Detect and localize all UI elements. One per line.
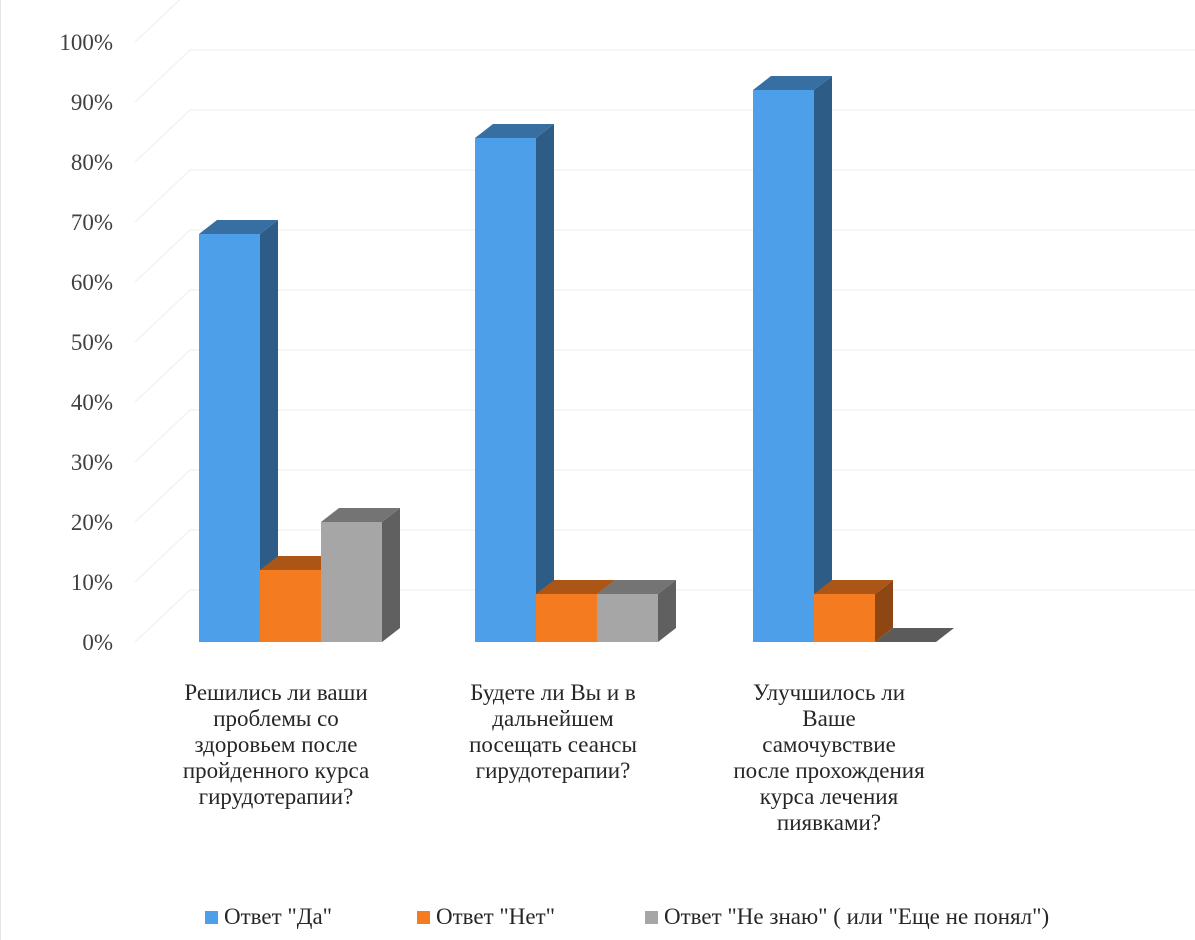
bar-front (475, 138, 536, 642)
bar-front (260, 570, 321, 642)
gridline-diagonal (134, 229, 191, 283)
bar-side (658, 580, 676, 642)
category-label-line: Будете ли Вы и в (470, 680, 636, 705)
bar-side (260, 220, 278, 642)
gridline-diagonal (134, 0, 181, 43)
y-tick-label: 100% (59, 30, 113, 55)
bar-top (536, 580, 615, 594)
bar-top (321, 508, 400, 522)
legend-swatch-no (417, 910, 430, 924)
y-tick-label: 10% (71, 570, 113, 595)
category-label-line: дальнейшем (492, 706, 614, 731)
y-tick-label: 80% (71, 150, 113, 175)
category-label-line: курса лечения (759, 784, 899, 809)
bar-front (199, 234, 260, 642)
gridline-diagonal (134, 409, 191, 463)
gridline-diagonal (134, 109, 191, 163)
category-label-line: Ваше (802, 706, 856, 731)
legend-label-dont-know: Ответ "Не знаю" ( или "Еще не понял") (664, 904, 1050, 929)
category-label-line: пиявками? (776, 810, 882, 835)
bar-front (536, 594, 597, 642)
y-tick-label: 50% (71, 330, 113, 355)
category-label-line: посещать сеансы (469, 732, 637, 757)
legend-label-yes: Ответ "Да" (224, 904, 333, 929)
bar-side (382, 508, 400, 642)
category-label-line: гирудотерапии? (475, 758, 631, 783)
y-tick-label: 20% (71, 510, 113, 535)
gridline-diagonal (134, 589, 191, 643)
bar-side (814, 76, 832, 642)
gridline-diagonal (134, 49, 191, 103)
bar-front (597, 594, 658, 642)
legend-swatch-yes (205, 910, 218, 924)
gridline-diagonal (134, 529, 191, 583)
legend-item-dont-know[interactable]: Ответ "Не знаю" ( или "Еще не понял") (645, 904, 1049, 930)
chart-plot: 0% 10% 20% 30% 40% 50% 60% 70% 80% 90% 100% (59, 0, 1195, 655)
category-label-line: пройденного курса (182, 758, 370, 783)
category-label-line: самочувствие (762, 732, 896, 757)
category-label-line: после прохождения (733, 758, 925, 783)
bar-top (597, 580, 676, 594)
y-tick-label: 90% (71, 90, 113, 115)
bar-top (814, 580, 893, 594)
bar-top (475, 124, 554, 138)
legend-swatch-dont-know (645, 910, 658, 924)
gridline-diagonal (134, 469, 191, 523)
category-label-line: здоровьем после (194, 732, 358, 757)
bar-top (875, 628, 954, 642)
bar-front (814, 594, 875, 642)
category-label-3: Улучшилось ли Ваше самочувствие после пр… (699, 680, 959, 836)
bar-side (875, 580, 893, 642)
legend-label-no: Ответ "Нет" (436, 904, 556, 929)
y-tick-label: 40% (71, 390, 113, 415)
y-tick-label: 60% (71, 270, 113, 295)
bar-top (199, 220, 278, 234)
bar-front (753, 90, 814, 642)
category-label-line: гирудотерапии? (198, 784, 354, 809)
y-tick-label: 0% (82, 630, 113, 655)
y-tick-label: 30% (71, 450, 113, 475)
legend-item-yes[interactable]: Ответ "Да" (205, 904, 332, 930)
gridline-diagonal (134, 289, 191, 343)
bar-front (321, 522, 382, 642)
category-label-2: Будете ли Вы и в дальнейшем посещать сеа… (423, 680, 683, 784)
bar-side (536, 124, 554, 642)
category-label-line: Решились ли ваши (184, 680, 368, 705)
category-label-line: проблемы со (213, 706, 339, 731)
legend-item-no[interactable]: Ответ "Нет" (417, 904, 555, 930)
category-label-line: Улучшилось ли (752, 680, 906, 705)
gridline-diagonal (134, 169, 191, 223)
bar-top (753, 76, 832, 90)
gridline-diagonal (134, 349, 191, 403)
category-label-1: Решились ли ваши проблемы со здоровьем п… (146, 680, 406, 810)
bar-top (260, 556, 339, 570)
y-tick-label: 70% (71, 210, 113, 235)
chart-legend: Ответ "Да" Ответ "Нет" Ответ "Не знаю" (… (1, 904, 1195, 936)
